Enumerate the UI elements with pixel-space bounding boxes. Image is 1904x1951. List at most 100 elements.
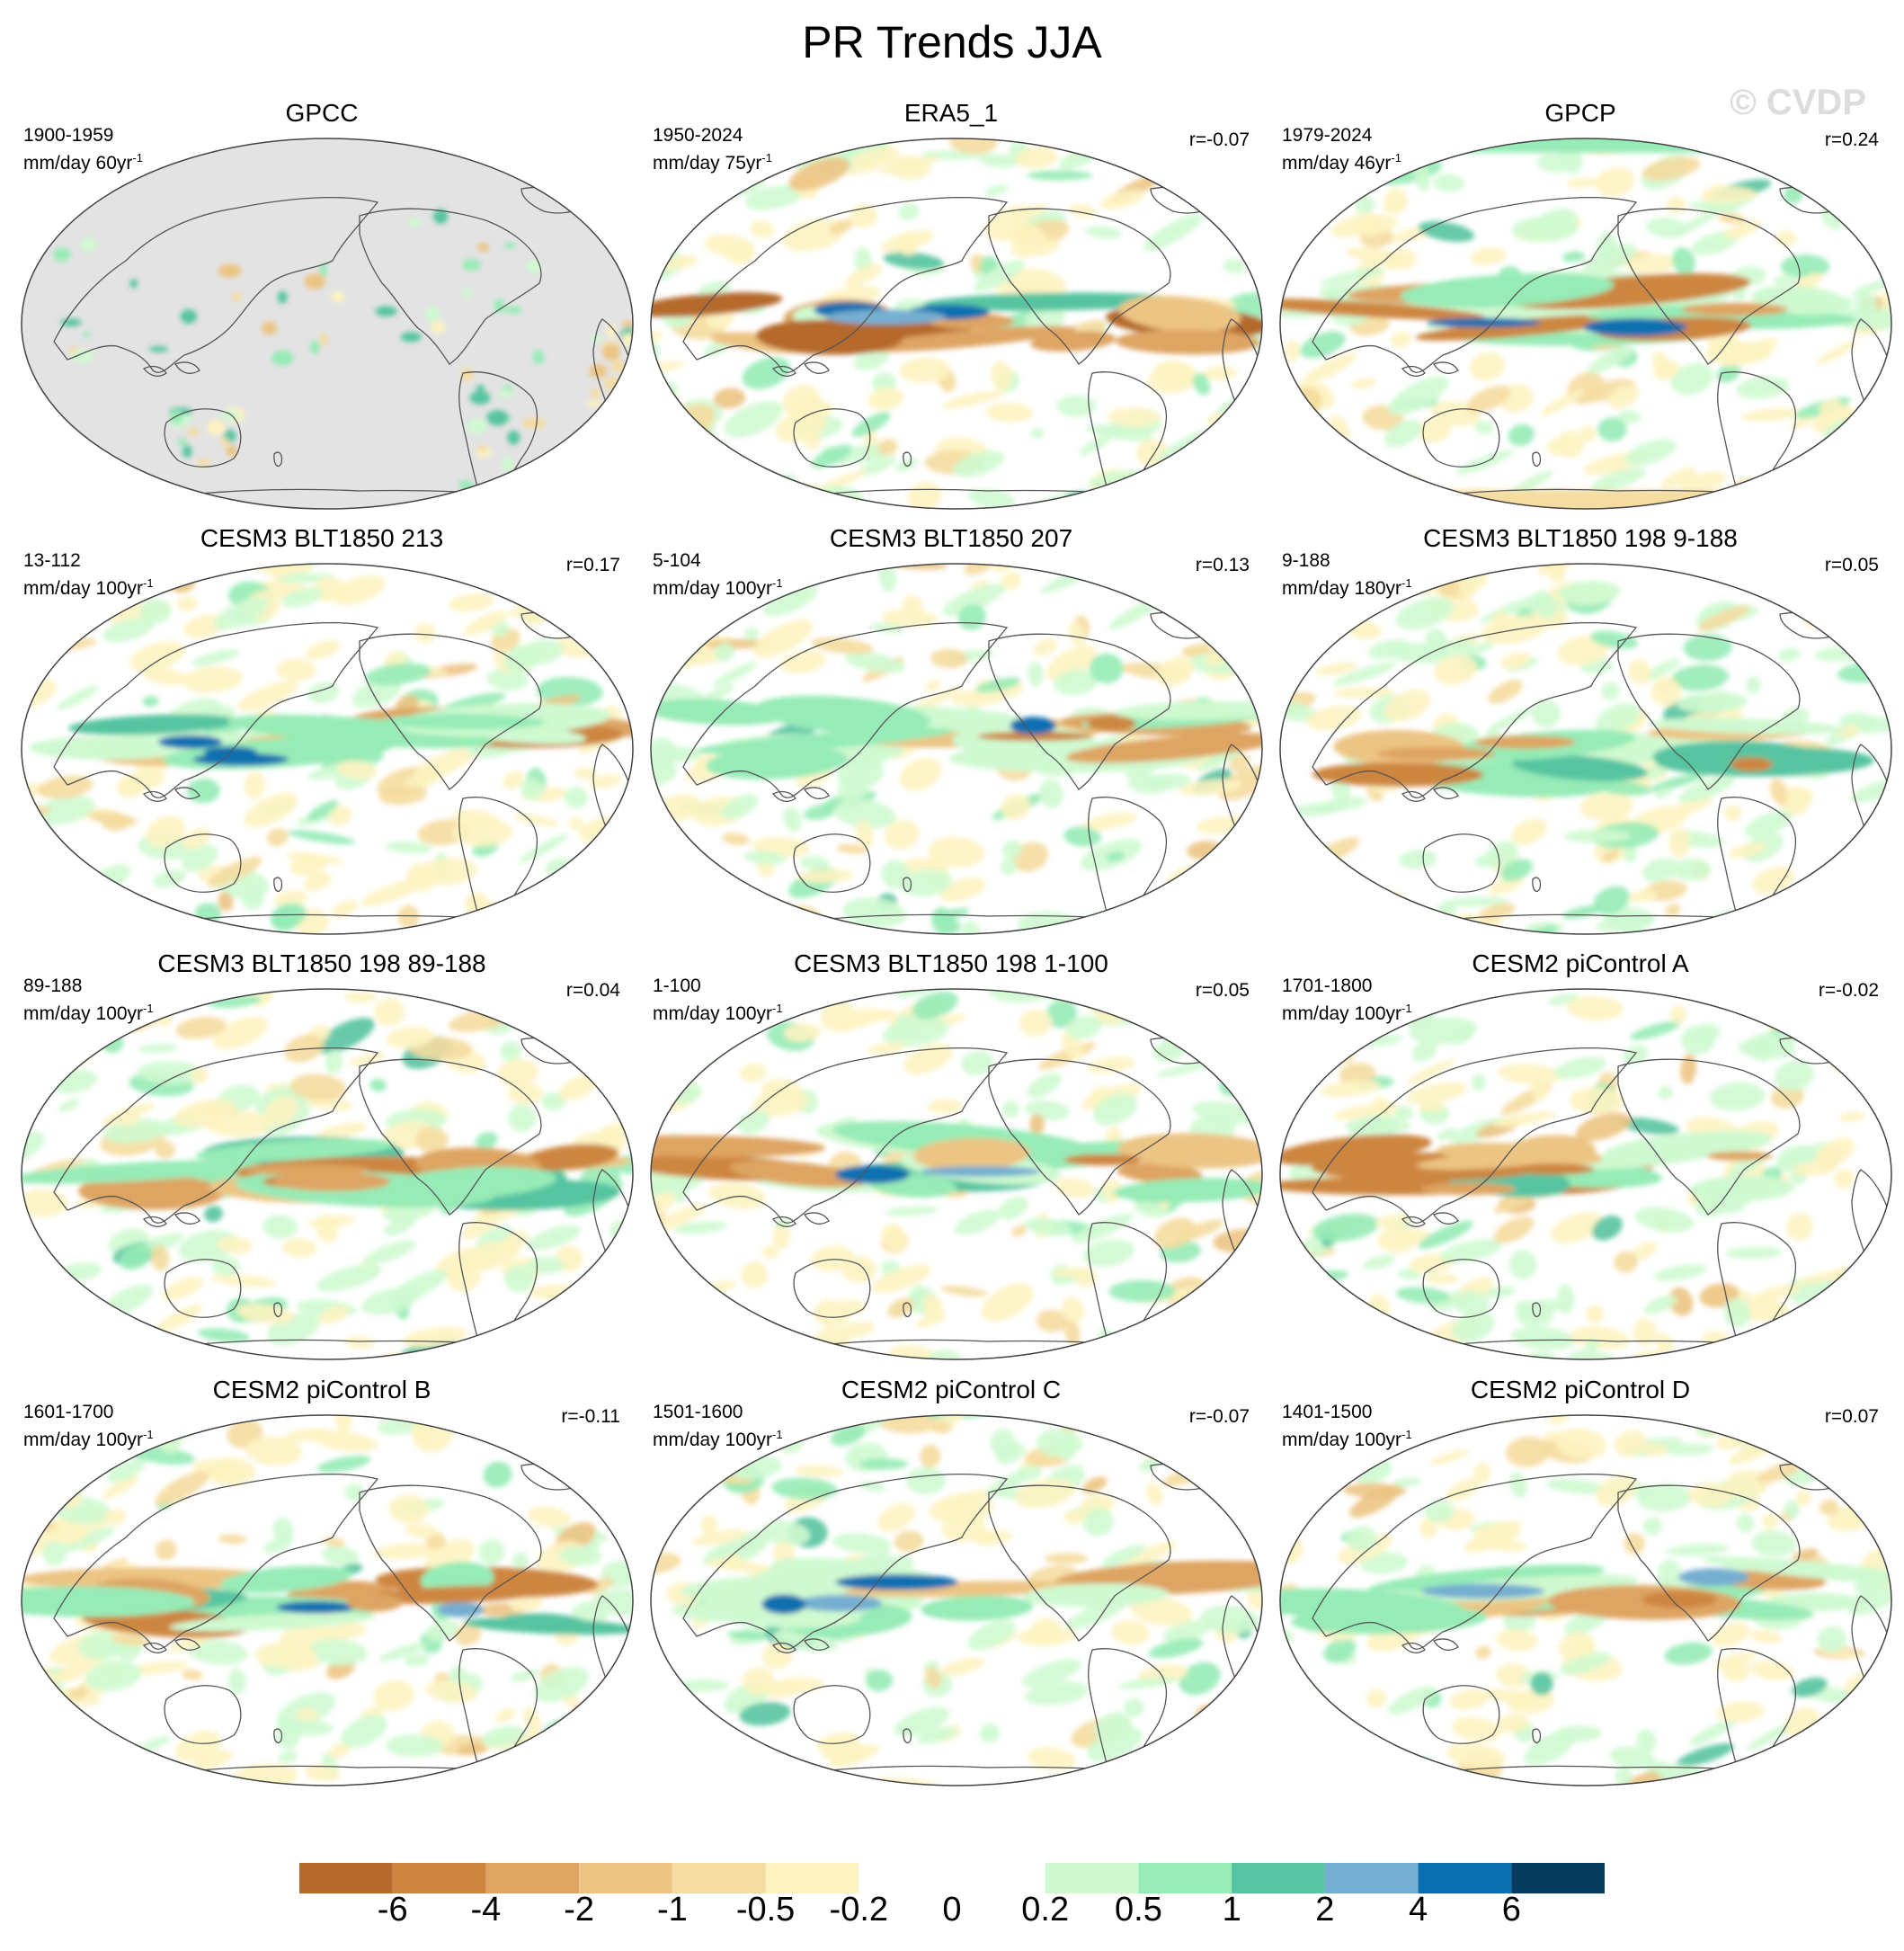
panel-pattern-correlation: r=0.07: [1824, 1406, 1879, 1427]
panel-units: mm/day 100yr-1: [653, 1002, 783, 1024]
map-panel: CESM3 BLT1850 213 13-112 mm/day 100yr-1 r=0…: [7, 524, 636, 947]
map-border: [21, 138, 634, 510]
panel-title: CESM3 BLT1850 198 89-188: [157, 949, 486, 977]
map-border: [1279, 138, 1892, 510]
colorbar-swatch: [1324, 1863, 1419, 1893]
map-panel: CESM2 piControl B 1601-1700 mm/day 100yr-1…: [7, 1376, 636, 1798]
panel-pattern-correlation: r=-0.02: [1818, 980, 1879, 1001]
map-panel: GPCC 1900-1959 mm/day 60yr-1: [7, 99, 636, 521]
colorbar-tick-label: -4: [470, 1891, 502, 1929]
robinson-map: [1279, 988, 1892, 1360]
panel-period: 13-112: [23, 550, 81, 571]
panel-title: ERA5_1: [903, 99, 999, 127]
panel-pattern-correlation: r=0.24: [1824, 129, 1879, 150]
robinson-map: [1279, 138, 1892, 510]
colorbar-swatch: [1418, 1863, 1512, 1893]
panel-pattern-correlation: r=0.05: [1824, 555, 1879, 575]
map-panel: CESM2 piControl D 1401-1500 mm/day 100yr-1…: [1266, 1376, 1895, 1798]
panel-period: 1979-2024: [1282, 125, 1373, 146]
colorbar-swatch: [1511, 1863, 1605, 1893]
map-border: [1279, 988, 1892, 1360]
trend-field: [22, 989, 633, 1359]
colorbar-swatch: [1138, 1863, 1232, 1893]
panel-period: 1-100: [653, 976, 701, 996]
panel-units: mm/day 46yr-1: [1282, 151, 1401, 174]
colorbar-tick-label: -6: [377, 1891, 408, 1929]
map-border: [650, 988, 1263, 1360]
panel-pattern-correlation: r=0.17: [565, 555, 620, 575]
panel-title: GPCC: [285, 99, 359, 127]
panel-units: mm/day 100yr-1: [653, 1428, 783, 1450]
colorbar-swatch: [485, 1863, 580, 1893]
cvdp-watermark: © CVDP: [1730, 83, 1866, 122]
panel-units: mm/day 100yr-1: [653, 576, 783, 599]
robinson-map: [650, 138, 1263, 510]
panel-units: mm/day 180yr-1: [1282, 576, 1412, 599]
panel-period: 1701-1800: [1282, 976, 1373, 996]
colorbar-tick-label: 0: [942, 1891, 962, 1929]
panel-units: mm/day 100yr-1: [23, 1002, 154, 1024]
panel-title: CESM3 BLT1850 198 1-100: [794, 949, 1108, 977]
colorbar-tick-label: -0.2: [829, 1891, 889, 1929]
colorbar-tick-label: 1: [1222, 1891, 1241, 1929]
panel-title: CESM2 piControl B: [212, 1376, 432, 1403]
colorbar-tick-label: -0.5: [735, 1891, 796, 1929]
colorbar-tick-label: -2: [564, 1891, 595, 1929]
map-panel: CESM3 BLT1850 198 1-100 1-100 mm/day 100yr…: [636, 949, 1266, 1372]
map-panel: CESM3 BLT1850 198 89-188 89-188 mm/day 100…: [7, 949, 636, 1372]
robinson-map: [21, 1414, 634, 1786]
panel-period: 1501-1600: [653, 1402, 743, 1422]
map-panel: ERA5_1 1950-2024 mm/day 75yr-1 r=-0.07: [636, 99, 1266, 521]
robinson-map: [650, 563, 1263, 935]
map-border: [21, 988, 634, 1360]
colorbar-tick-label: -1: [656, 1891, 688, 1929]
panel-title: CESM3 BLT1850 213: [200, 524, 444, 552]
colorbar-swatch: [579, 1863, 672, 1893]
map-panel: CESM2 piControl A 1701-1800 mm/day 100yr-1…: [1266, 949, 1895, 1372]
map-panel: CESM3 BLT1850 207 5-104 mm/day 100yr-1 r=0.…: [636, 524, 1266, 947]
panel-title: CESM3 BLT1850 207: [829, 524, 1073, 552]
panel-period: 9-188: [1282, 550, 1330, 571]
panel-units: mm/day 100yr-1: [1282, 1002, 1412, 1024]
map-border: [1279, 563, 1892, 935]
map-border: [21, 563, 634, 935]
robinson-map: [650, 988, 1263, 1360]
panel-units: mm/day 100yr-1: [23, 1428, 154, 1450]
panel-units: mm/day 60yr-1: [23, 151, 143, 174]
panel-period: 1601-1700: [23, 1402, 114, 1422]
panel-period: 89-188: [23, 976, 83, 996]
colorbar: [299, 1863, 1605, 1893]
panel-period: 1900-1959: [23, 125, 114, 146]
colorbar-swatch: [672, 1863, 766, 1893]
robinson-map: [21, 988, 634, 1360]
colorbar-swatch: [859, 1863, 952, 1893]
colorbar-tick-label: 0.2: [1021, 1891, 1070, 1929]
robinson-map: [1279, 1414, 1892, 1786]
panel-pattern-correlation: r=0.13: [1195, 555, 1250, 575]
panel-title: CESM2 piControl A: [1472, 949, 1689, 977]
colorbar-swatch: [299, 1863, 393, 1893]
map-border: [650, 138, 1263, 510]
colorbar-swatch: [392, 1863, 486, 1893]
panel-pattern-correlation: r=-0.07: [1188, 1406, 1250, 1427]
trend-field: [53, 209, 633, 494]
panel-units: mm/day 100yr-1: [23, 576, 154, 599]
robinson-map: [650, 1414, 1263, 1786]
robinson-map: [21, 563, 634, 935]
colorbar-tick-label: 2: [1315, 1891, 1335, 1929]
panel-title: GPCP: [1544, 99, 1616, 127]
map-border: [1279, 1414, 1892, 1786]
panel-title: CESM2 piControl C: [841, 1376, 1062, 1403]
panel-period: 5-104: [653, 550, 701, 571]
robinson-map: [21, 138, 634, 510]
panel-title: CESM2 piControl D: [1470, 1376, 1691, 1403]
map-border: [650, 563, 1263, 935]
panel-pattern-correlation: r=-0.11: [561, 1406, 620, 1427]
colorbar-swatch: [1045, 1863, 1139, 1893]
colorbar-swatch: [1232, 1863, 1325, 1893]
map-border: [21, 1414, 634, 1786]
map-border: [650, 1414, 1263, 1786]
trend-field: [651, 1415, 1262, 1786]
colorbar-swatch: [765, 1863, 859, 1893]
figure-title: PR Trends JJA: [802, 17, 1102, 67]
